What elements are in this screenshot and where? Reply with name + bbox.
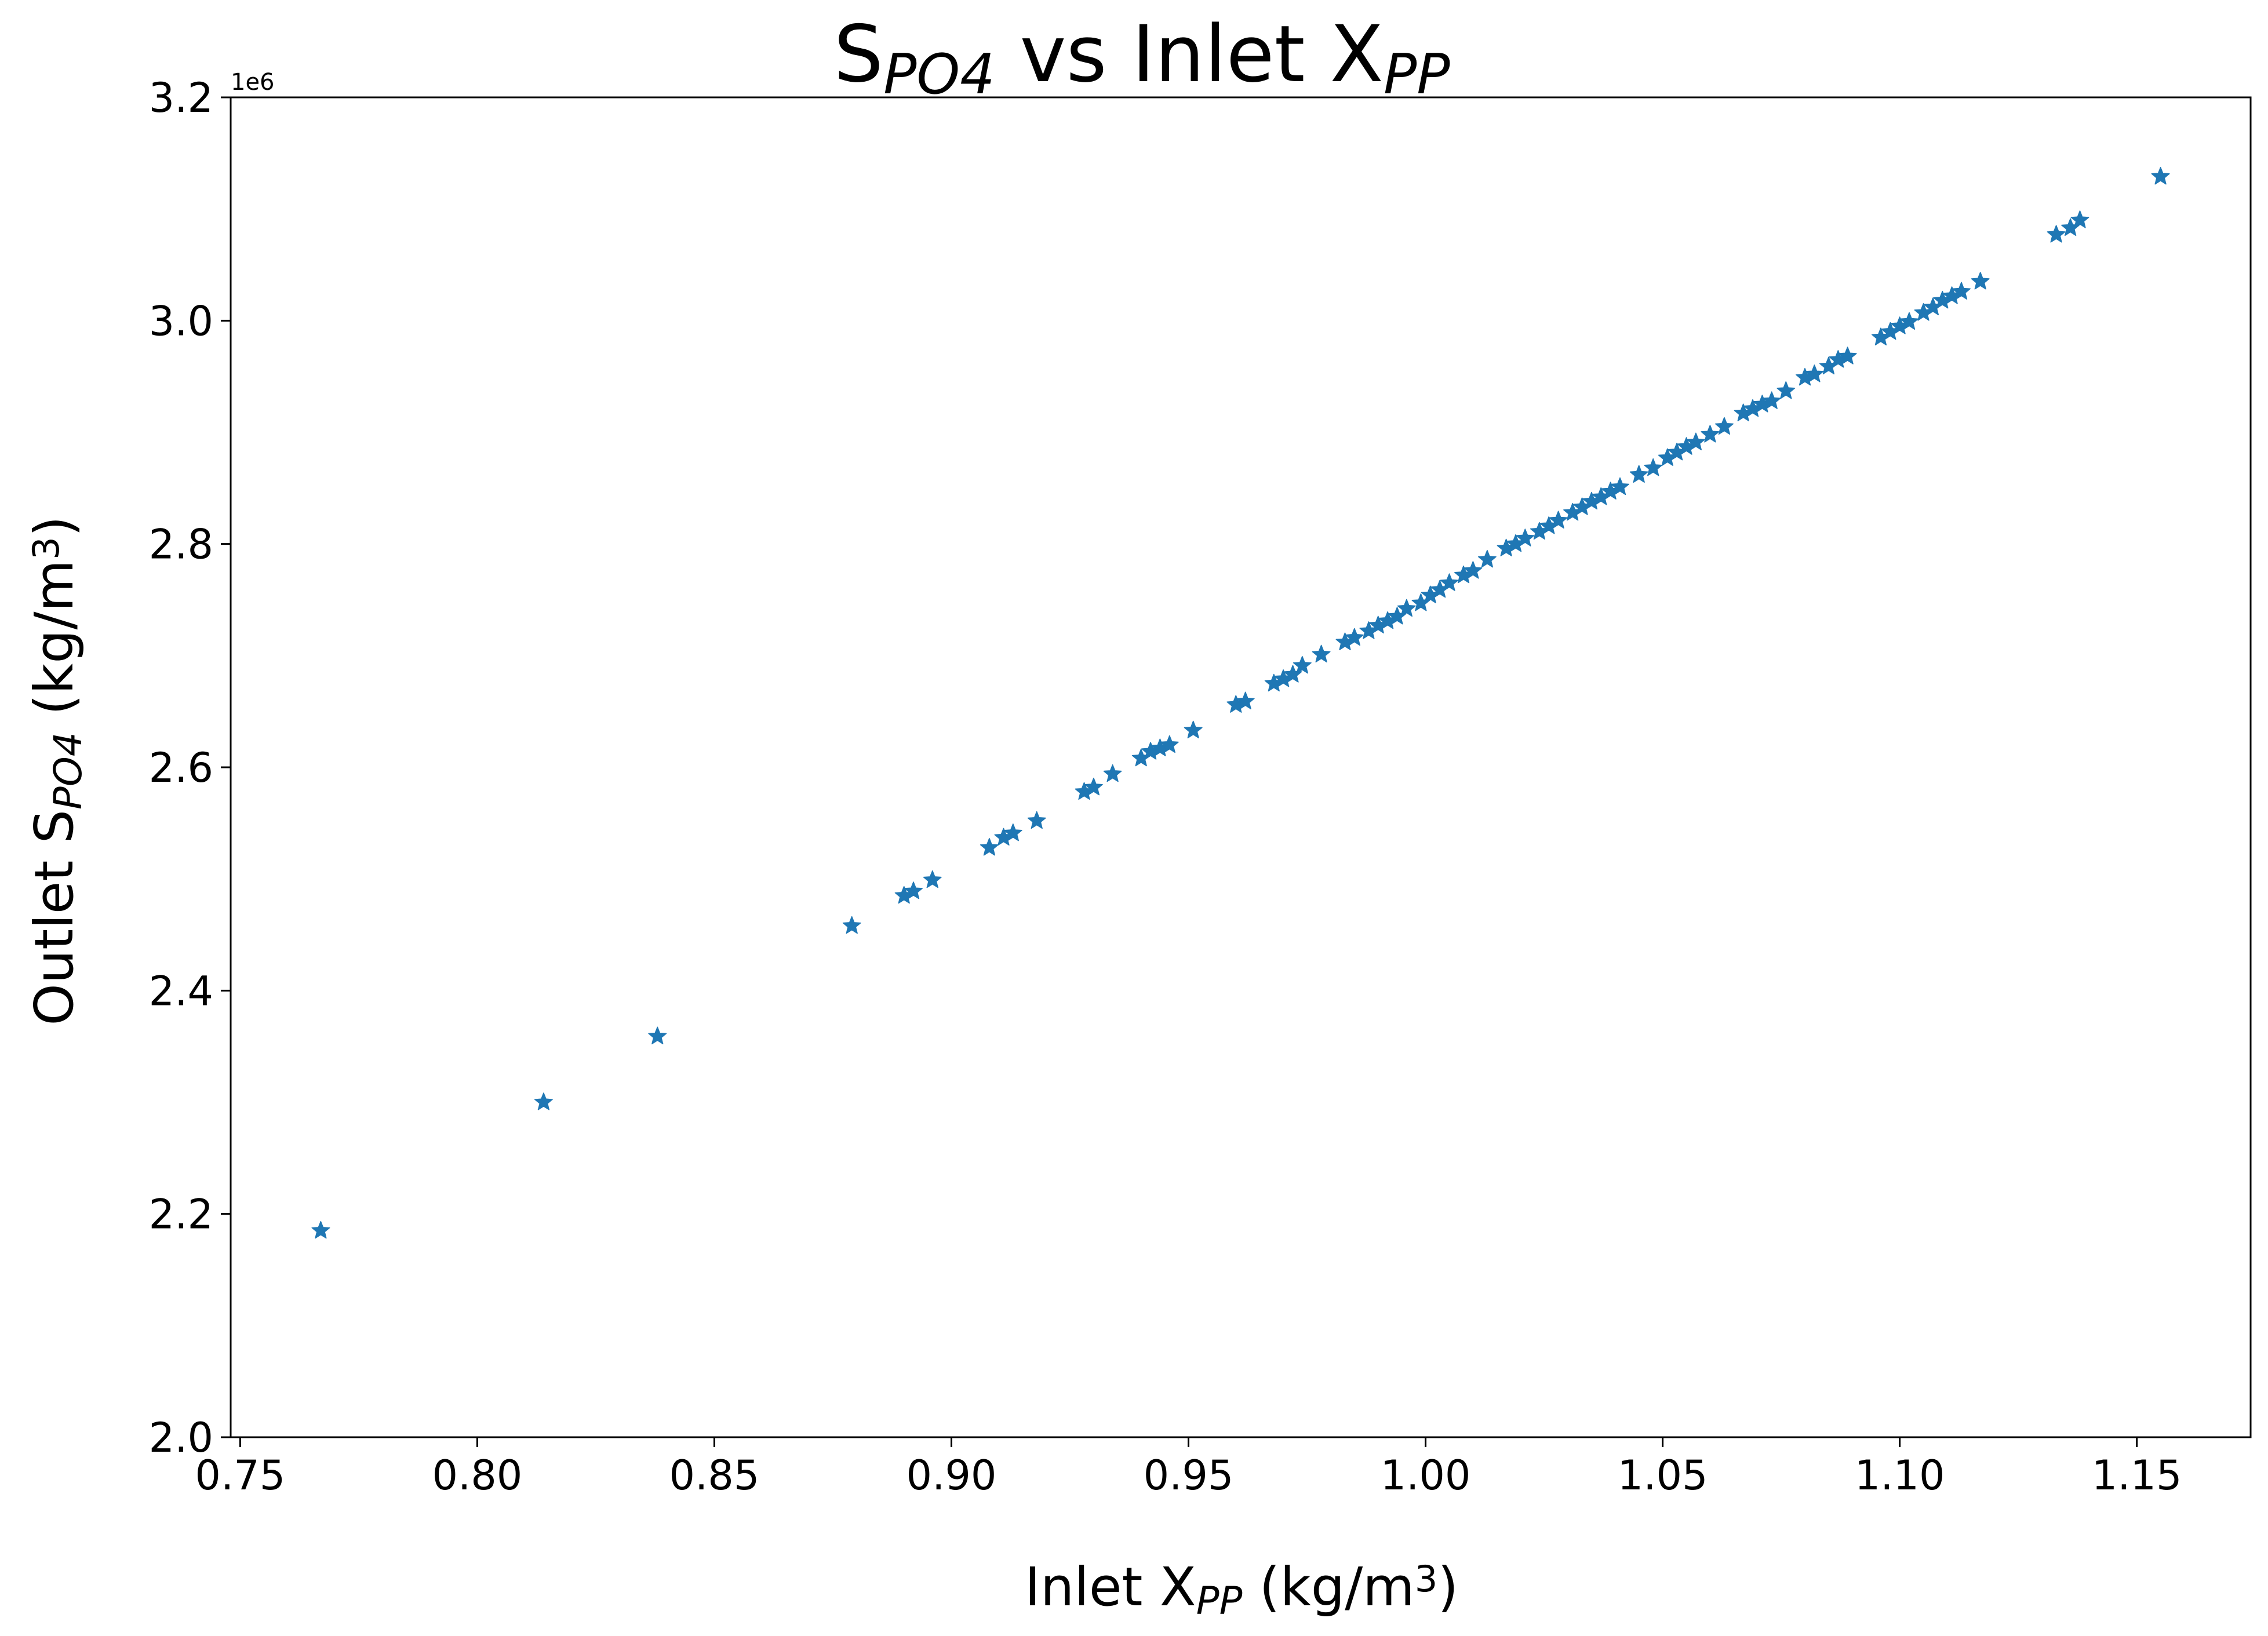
scatter-point <box>1027 811 1046 829</box>
x-tick-label: 0.85 <box>669 1452 760 1499</box>
y-tick-label: 3.0 <box>149 297 213 345</box>
scatter-point <box>1464 561 1483 579</box>
y-tick-label: 2.6 <box>149 744 213 792</box>
y-tick-label: 2.0 <box>149 1414 213 1462</box>
scatter-point <box>648 1026 667 1045</box>
scatter-point <box>904 881 923 899</box>
scatter-point <box>1160 735 1179 753</box>
y-label-main: Outlet S <box>23 810 85 1026</box>
x-label-main: Inlet X <box>1025 1556 1196 1618</box>
scatter-point <box>1084 777 1103 796</box>
scatter-point <box>1762 391 1781 409</box>
scatter-point <box>1440 573 1459 591</box>
scatter-point <box>1477 549 1497 568</box>
scatter-point <box>2047 225 2066 243</box>
scatter-point <box>980 837 999 856</box>
y-offset-label: 1e6 <box>231 69 275 96</box>
scatter-point <box>311 1220 330 1239</box>
chart-title: SPO4 vs Inlet XPP <box>833 9 1450 107</box>
x-axis-ticks: 0.75 0.80 0.85 0.90 0.95 1.00 1.05 1.10 1.15 <box>195 1437 2182 1499</box>
x-tick-label: 1.10 <box>1855 1452 1945 1499</box>
x-label-unit-end: ) <box>1437 1556 1458 1618</box>
scatter-point <box>1952 282 1971 300</box>
plot-frame <box>230 96 2252 1438</box>
scatter-point <box>923 870 942 888</box>
y-axis-label: Outlet SPO4 (kg/m3) <box>23 516 90 1025</box>
x-tick-label: 0.75 <box>195 1452 285 1499</box>
title-subscript-1: PO4 <box>883 43 995 107</box>
scatter-point <box>842 916 861 934</box>
y-tick-label: 2.8 <box>149 521 213 569</box>
scatter-point <box>1184 720 1203 739</box>
scatter-point <box>1644 458 1663 476</box>
y-axis-ticks: 2.0 2.2 2.4 2.6 2.8 3.0 3.2 <box>149 74 231 1462</box>
y-label-unit-end: ) <box>23 516 85 537</box>
scatter-point <box>1549 511 1568 529</box>
y-tick-label: 2.2 <box>149 1191 213 1238</box>
title-main: S <box>833 9 883 100</box>
scatter-point <box>1610 477 1629 495</box>
scatter-point <box>1971 272 1990 290</box>
y-label-superscript: 3 <box>25 537 67 559</box>
scatter-point <box>1900 312 1918 330</box>
title-middle: vs Inlet X <box>995 9 1384 100</box>
scatter-point <box>1838 347 1857 365</box>
x-tick-label: 0.95 <box>1144 1452 1234 1499</box>
y-label-unit: (kg/m <box>23 560 85 732</box>
y-tick-label: 3.2 <box>149 74 213 122</box>
x-tick-label: 1.05 <box>1618 1452 1708 1499</box>
scatter-point <box>1805 365 1824 382</box>
scatter-point <box>1103 764 1122 782</box>
scatter-point <box>1003 823 1022 841</box>
scatter-point <box>1236 691 1255 710</box>
scatter-point <box>1345 628 1364 646</box>
data-points <box>311 167 2170 1239</box>
scatter-point <box>1312 644 1331 663</box>
x-tick-label: 1.15 <box>2092 1452 2182 1499</box>
scatter-point <box>1701 425 1720 443</box>
scatter-point <box>1397 599 1416 617</box>
x-tick-label: 1.00 <box>1381 1452 1471 1499</box>
scatter-point <box>1629 465 1648 483</box>
x-tick-label: 0.80 <box>432 1452 522 1499</box>
scatter-point <box>1714 417 1734 435</box>
scatter-point <box>1516 529 1535 546</box>
scatter-point <box>2070 210 2089 228</box>
scatter-point <box>1776 381 1796 399</box>
y-label-subscript: PO4 <box>46 732 90 810</box>
x-label-unit: (kg/m <box>1242 1556 1414 1618</box>
x-label-subscript: PP <box>1196 1579 1243 1623</box>
y-tick-label: 2.4 <box>149 967 213 1015</box>
x-axis-label: Inlet XPP (kg/m3) <box>1025 1556 1458 1623</box>
title-subscript-2: PP <box>1384 43 1450 107</box>
x-tick-label: 0.90 <box>907 1452 997 1499</box>
scatter-point <box>1686 432 1705 451</box>
scatter-point <box>534 1092 553 1110</box>
scatter-point <box>2151 167 2170 185</box>
scatter-point <box>1293 655 1312 674</box>
x-label-superscript: 3 <box>1415 1558 1437 1600</box>
